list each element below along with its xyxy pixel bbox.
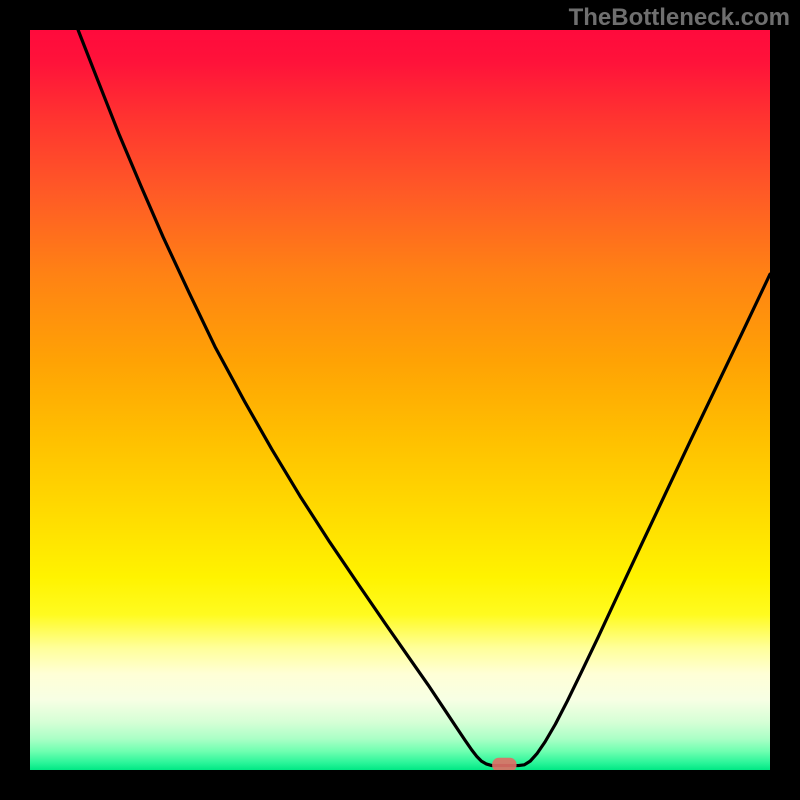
bottleneck-chart	[0, 0, 800, 800]
watermark-text: TheBottleneck.com	[569, 4, 790, 32]
bottleneck-marker	[492, 758, 516, 772]
chart-background	[30, 30, 770, 770]
frame-border	[0, 0, 30, 800]
frame-border	[770, 0, 800, 800]
frame-border	[0, 770, 800, 800]
